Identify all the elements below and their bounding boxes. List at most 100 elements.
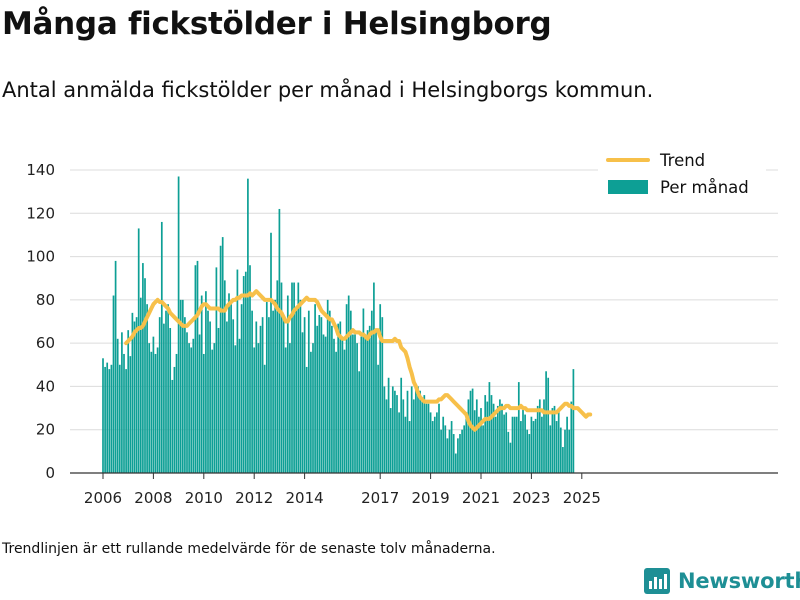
bar [536,405,539,473]
bar [118,364,121,473]
bar [471,388,474,473]
bar [566,416,568,473]
bar [520,421,522,473]
bar [564,429,566,473]
bar [129,356,132,473]
bar [121,332,123,473]
bar [448,429,451,473]
y-tick-label: 120 [26,204,55,222]
bar [549,425,552,473]
bar [297,282,300,473]
legend: Trend Per månad [598,146,766,206]
bar [102,358,104,473]
bar [408,421,411,473]
bar [509,442,512,473]
bar [352,334,354,473]
y-tick-label: 140 [26,161,55,179]
bar [515,416,518,473]
bar [442,416,445,473]
legend-background [598,146,766,206]
bar [175,353,178,473]
bar [431,421,434,473]
bar [211,349,214,473]
bar [501,403,503,473]
bar [465,412,468,473]
y-tick-label: 100 [26,248,55,266]
bar [486,401,489,473]
bar [244,271,247,473]
bar [200,295,203,473]
bar [398,412,400,473]
bar [286,295,289,473]
x-tick-label: 2010 [185,489,223,507]
bar [110,364,113,473]
brand-logo: Newsworthy [644,568,800,594]
bar [249,265,251,473]
bar [461,429,463,473]
y-tick-label: 80 [36,291,55,309]
bar [320,317,323,473]
bar [457,438,459,473]
bar [421,399,424,473]
bar [349,310,352,473]
bar [194,265,197,473]
y-tick-label: 0 [45,464,55,482]
x-tick-label: 2006 [84,489,122,507]
bar [158,317,161,473]
bar [242,276,245,473]
bar [433,416,436,473]
bar [385,399,388,473]
bar [127,330,130,473]
bar [394,390,396,473]
bar [326,299,329,473]
bar [354,334,356,473]
x-tick-label: 2014 [286,489,324,507]
bar [171,379,174,473]
bar [412,399,415,473]
bar [257,343,260,473]
bar [272,310,274,473]
bar [312,343,314,473]
bar [366,330,369,473]
bar [343,349,346,473]
bar [360,336,363,473]
bar [503,414,505,473]
y-axis-ticks: 0 20 40 60 80 100 120 140 [26,161,55,482]
bar [377,364,379,473]
x-tick-label: 2019 [412,489,450,507]
bar [179,299,182,473]
bar [167,304,169,473]
x-tick-label: 2008 [134,489,172,507]
bar [223,280,226,473]
bar [238,338,241,473]
bar [299,299,302,473]
bar [513,416,516,473]
bar [135,317,138,473]
bar [337,323,340,473]
bar [181,299,184,473]
bar [543,399,545,473]
bar [532,421,535,473]
bar [221,237,224,473]
x-tick-label: 2012 [235,489,273,507]
bar [169,327,172,473]
bar [553,405,556,473]
y-tick-label: 40 [36,377,55,395]
bar [484,395,487,473]
bar [328,310,331,473]
bar [375,332,377,473]
bar [499,399,501,473]
newsworthy-logo-icon [644,568,670,594]
bar [160,221,163,473]
bar [400,377,403,473]
bar [280,282,283,473]
bar [255,321,258,473]
bar [547,377,550,473]
bar [106,362,109,473]
bar [469,390,472,473]
bar [324,336,327,473]
chart-subtitle: Antal anmälda fickstölder per månad i He… [2,78,654,102]
bar [507,431,510,473]
bar [524,414,526,473]
bar [492,403,495,473]
